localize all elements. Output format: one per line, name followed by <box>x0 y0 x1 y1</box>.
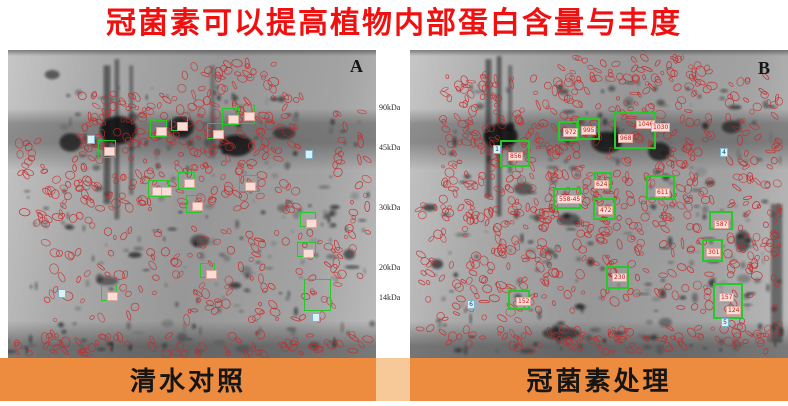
gel-image-control: A <box>8 50 376 358</box>
spot-id-label <box>184 179 195 188</box>
spot-id-label <box>177 122 188 131</box>
protein-spot-highlight-box <box>304 279 331 311</box>
protein-spot-highlight-box <box>593 198 616 220</box>
spot-marker-label: 1 <box>493 145 501 154</box>
spot-id-label: 472 <box>598 206 614 215</box>
spot-id-label: 856 <box>508 152 524 161</box>
protein-spot-highlight-box <box>702 239 723 262</box>
caption-control: 清水对照 <box>129 367 246 396</box>
spot-id-label: 230 <box>612 273 628 282</box>
spot-marker-label: 6 <box>467 300 475 309</box>
mw-marker-label: 45kDa <box>379 143 401 152</box>
caption-bar-gap <box>376 358 410 401</box>
spot-id-label: 972 <box>563 128 579 137</box>
gel-texture <box>414 53 784 356</box>
spot-marker-label <box>58 289 66 298</box>
spot-id-label: 301 <box>706 248 722 257</box>
protein-spot-highlight-box <box>614 112 656 149</box>
caption-treatment: 冠菌素处理 <box>526 367 672 396</box>
mw-marker-label: 90kDa <box>379 103 401 112</box>
protein-spot-highlight-box <box>709 211 733 230</box>
spot-id-label <box>161 187 172 196</box>
mw-marker-label: 30kDa <box>379 203 401 212</box>
mw-marker-label: 14kDa <box>379 293 401 302</box>
spot-id-label <box>156 127 167 136</box>
gel-texture <box>8 57 376 358</box>
spot-id-label: 624 <box>594 180 610 189</box>
spot-id-label <box>228 115 239 124</box>
spot-marker-label: 4 <box>720 148 728 157</box>
protein-spot-highlight-box <box>98 140 116 158</box>
spot-id-label <box>213 130 224 139</box>
spot-id-label: 995 <box>581 126 597 135</box>
gel-image-treatment: B 972 995 1046 1030 968 856 624 558-45 472 611 587… <box>410 50 788 358</box>
protein-spot-highlight-box <box>239 175 258 192</box>
spot-id-label <box>104 147 115 156</box>
panel-letter-b: B <box>758 58 771 78</box>
spot-id-label <box>107 292 118 301</box>
spot-marker-label <box>305 150 313 159</box>
spot-id-label: 587 <box>714 220 730 229</box>
mw-marker-label: 20kDa <box>379 263 401 272</box>
spot-marker-label: 5 <box>721 318 729 327</box>
spot-id-label: 152 <box>516 297 532 306</box>
spot-id-label <box>245 182 256 191</box>
spot-id-label <box>206 270 217 279</box>
spot-id-label: 157 <box>719 293 735 302</box>
protein-spot-highlight-box <box>646 175 675 200</box>
molecular-weight-scale: 90kDa 45kDa 30kDa 20kDa 14kDa <box>376 50 410 358</box>
panel-letter-a: A <box>350 56 363 76</box>
spot-marker-label <box>312 313 320 322</box>
spot-id-label <box>303 249 314 258</box>
spot-id-label: 124 <box>726 306 742 315</box>
spot-id-label: 558-45 <box>557 195 583 204</box>
spot-id-label: 968 <box>618 134 634 143</box>
spot-id-label <box>244 112 255 121</box>
spot-id-label: 611 <box>655 188 671 197</box>
protein-spot-highlight-box <box>500 140 530 167</box>
spot-id-label <box>306 219 317 228</box>
caption-bar-treatment: 冠菌素处理 <box>410 358 788 401</box>
slide-title: 冠菌素可以提高植物内部蛋白含量与丰度 <box>106 7 682 40</box>
caption-bar-control: 清水对照 <box>0 358 376 401</box>
spot-id-label: 1030 <box>651 123 671 132</box>
protein-spot-highlight-box <box>606 266 629 289</box>
spot-id-label <box>192 202 203 211</box>
spot-marker-label <box>87 135 95 144</box>
